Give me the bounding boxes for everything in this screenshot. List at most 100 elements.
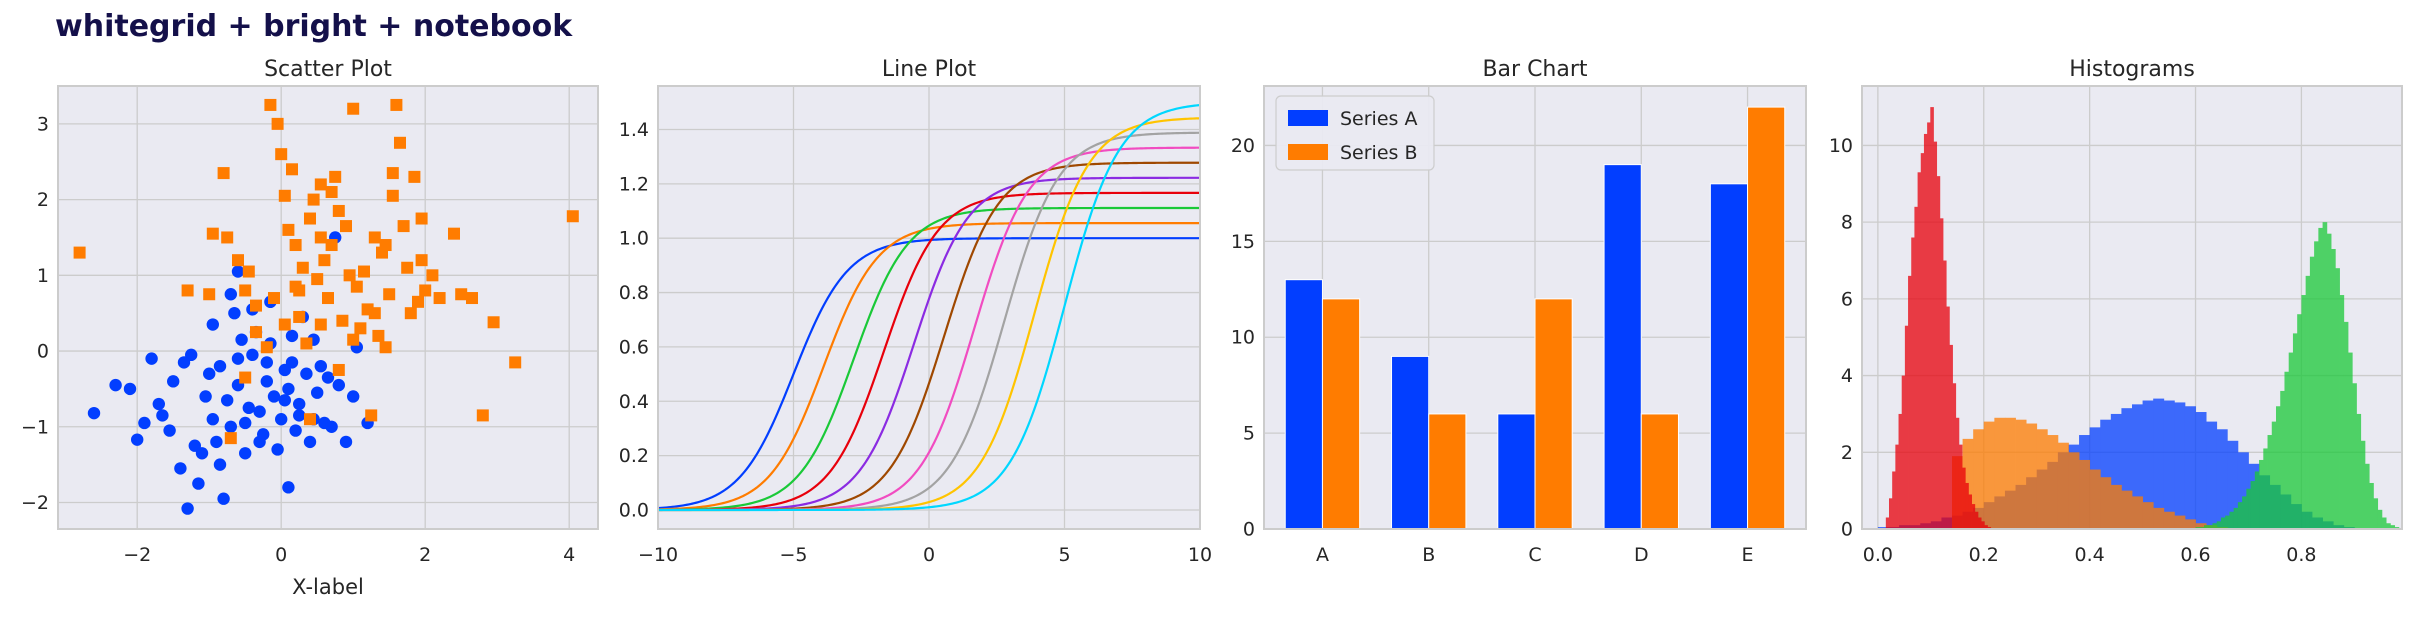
y-tick-label: 0 bbox=[1243, 519, 1255, 541]
histogram-bin bbox=[2267, 435, 2273, 529]
histogram-bin bbox=[1920, 153, 1925, 529]
histogram-bin bbox=[2195, 412, 2207, 529]
scatter-point bbox=[566, 210, 579, 223]
histogram-bin bbox=[2305, 275, 2311, 529]
x-tick-label: 0.6 bbox=[2180, 544, 2210, 566]
scatter-point bbox=[228, 306, 241, 320]
scatter-point bbox=[383, 288, 396, 301]
axes-frame bbox=[1861, 85, 2403, 530]
scatter-point bbox=[213, 359, 227, 373]
histogram-bin bbox=[2242, 496, 2247, 529]
scatter-point bbox=[199, 390, 212, 403]
histogram-bin bbox=[1958, 444, 1963, 529]
histogram-series-red bbox=[1885, 107, 1992, 529]
scatter-point bbox=[206, 227, 219, 240]
bar-series-a-b bbox=[1391, 355, 1430, 529]
histogram-bin bbox=[2271, 421, 2277, 529]
histogram-bin bbox=[1983, 421, 1995, 529]
panel-title: Histograms bbox=[2069, 57, 2195, 82]
x-tick-label: 4 bbox=[563, 544, 575, 566]
histogram-bin bbox=[2356, 413, 2362, 529]
x-tick-label: 0.8 bbox=[2286, 544, 2316, 566]
histogram-bin bbox=[2246, 488, 2251, 529]
histogram-bin bbox=[2208, 525, 2213, 529]
histogram-bin bbox=[2079, 459, 2091, 529]
scatter-point bbox=[318, 254, 331, 267]
panel-title: Line Plot bbox=[882, 57, 977, 82]
bar-series-b-c bbox=[1534, 298, 1573, 529]
scatter-series-orange bbox=[73, 98, 579, 445]
scatter-point bbox=[221, 394, 234, 407]
scatter-point bbox=[386, 189, 399, 202]
histogram-bin bbox=[1901, 375, 1906, 529]
scatter-point bbox=[278, 189, 291, 202]
histogram-bin bbox=[1943, 260, 1947, 529]
legend-swatch-orange bbox=[1288, 144, 1328, 160]
scatter-point bbox=[386, 167, 399, 180]
scatter-point bbox=[278, 318, 291, 331]
bar-series-b-a bbox=[1321, 298, 1361, 529]
histogram-bin bbox=[1968, 494, 1972, 529]
y-tick-label: 0.0 bbox=[619, 499, 649, 521]
plot-marks bbox=[73, 98, 579, 515]
y-tick-label: 0.8 bbox=[619, 282, 649, 304]
scatter-point bbox=[163, 424, 176, 437]
scatter-point bbox=[282, 481, 295, 494]
line-series-cyan bbox=[658, 103, 1200, 512]
scatter-point bbox=[336, 314, 349, 327]
histogram-bin bbox=[2390, 525, 2395, 529]
scatter-point bbox=[379, 341, 392, 354]
scatter-point bbox=[293, 310, 306, 323]
scatter-point bbox=[239, 416, 252, 430]
scatter-point bbox=[314, 231, 327, 244]
histogram-bin bbox=[1904, 325, 1909, 529]
histogram-bin bbox=[1994, 417, 2006, 529]
y-tick-label: 1.0 bbox=[619, 228, 649, 250]
scatter-point bbox=[415, 212, 428, 225]
scatter-point bbox=[307, 193, 320, 206]
scatter-point bbox=[286, 163, 298, 176]
histogram-bin bbox=[1962, 467, 1966, 529]
bar-series-a-e bbox=[1709, 183, 1749, 529]
scatter-point bbox=[87, 406, 101, 420]
scatter-point bbox=[325, 239, 338, 252]
scatter-point bbox=[264, 98, 277, 111]
histogram-bin bbox=[2225, 515, 2230, 529]
scatter-point bbox=[303, 435, 317, 449]
histogram-bin bbox=[2026, 423, 2038, 529]
histogram-bin bbox=[2288, 352, 2294, 529]
x-tick-label: D bbox=[1634, 544, 1649, 566]
histogram-bin bbox=[2121, 490, 2133, 529]
y-tick-label: 0.4 bbox=[619, 391, 649, 413]
histogram-bin bbox=[1908, 275, 1912, 529]
histogram-bin bbox=[2237, 452, 2249, 529]
scatter-point bbox=[293, 397, 306, 411]
bar-series-b-e bbox=[1747, 106, 1786, 529]
scatter-point bbox=[354, 322, 367, 335]
scatter-point bbox=[347, 333, 360, 346]
scatter-point bbox=[314, 178, 327, 191]
histogram-bin bbox=[2204, 525, 2209, 529]
y-tick-label: 0 bbox=[37, 341, 49, 363]
scatter-point bbox=[282, 382, 295, 396]
scatter-point bbox=[340, 220, 352, 233]
scatter-point bbox=[293, 284, 306, 297]
scatter-point bbox=[239, 447, 252, 460]
scatter-point bbox=[231, 352, 245, 365]
scatter-point bbox=[167, 375, 180, 388]
scatter-point bbox=[397, 220, 410, 233]
line-series-green bbox=[658, 206, 1200, 511]
scatter-point bbox=[232, 254, 244, 267]
scatter-point bbox=[487, 316, 500, 329]
histogram-bin bbox=[2100, 477, 2112, 529]
histogram-bin bbox=[2163, 511, 2175, 529]
scatter-point bbox=[210, 435, 223, 449]
line-series-orange bbox=[658, 221, 1200, 511]
x-tick-label: C bbox=[1528, 544, 1541, 566]
histogram-bin bbox=[2100, 419, 2112, 529]
histogram-bin bbox=[2212, 523, 2218, 529]
histogram-bin bbox=[2142, 400, 2154, 529]
y-tick-label: 3 bbox=[37, 113, 49, 135]
histogram-bin bbox=[2163, 400, 2175, 529]
scatter-point bbox=[224, 288, 237, 301]
